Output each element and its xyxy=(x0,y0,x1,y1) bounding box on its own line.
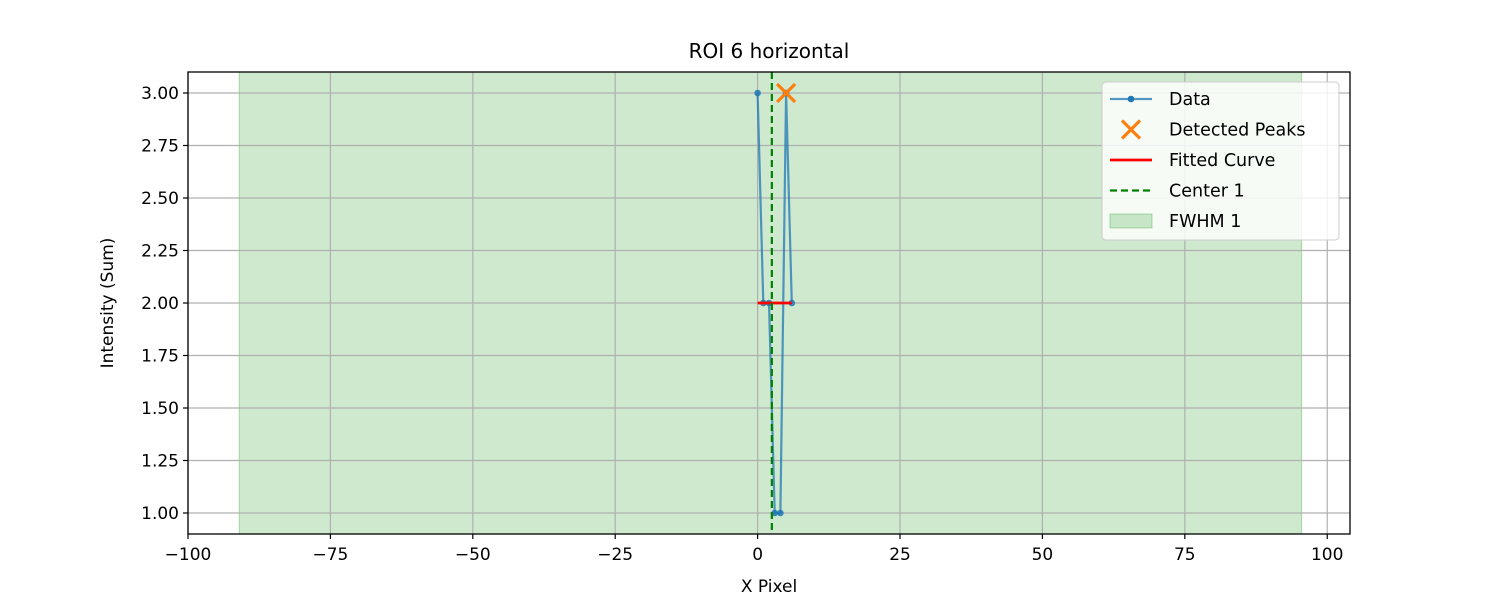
legend-item: Center 1 xyxy=(1110,182,1245,202)
y-tick-label: 1.00 xyxy=(141,504,179,524)
legend-item: Data xyxy=(1110,90,1211,110)
x-tick-label: 100 xyxy=(1311,545,1343,565)
y-tick-label: 2.25 xyxy=(141,242,179,262)
data-point xyxy=(777,509,784,517)
y-tick-label: 2.50 xyxy=(141,189,179,209)
x-tick-label: −25 xyxy=(597,545,633,565)
legend-box xyxy=(1101,81,1340,241)
x-tick-label: −50 xyxy=(455,545,491,565)
legend-label: Detected Peaks xyxy=(1169,121,1305,141)
legend-item: Detected Peaks xyxy=(1120,119,1305,141)
ticks-layer: −100 −75 −50 −25 0 25 50 75 100 1.00 1.25 1.50 1.75 2… xyxy=(141,84,1343,565)
y-axis-title: Intensity (Sum) xyxy=(98,238,118,369)
y-tick-label: 1.75 xyxy=(141,347,179,367)
y-tick-label: 1.50 xyxy=(141,399,179,419)
legend-label: Fitted Curve xyxy=(1169,151,1275,171)
legend-item: Fitted Curve xyxy=(1110,151,1275,171)
legend-label: FWHM 1 xyxy=(1169,212,1241,232)
x-tick-label: 50 xyxy=(1032,545,1054,565)
series-layer xyxy=(754,72,797,534)
legend-swatch-data-marker xyxy=(1127,95,1135,103)
x-axis-title: X Pixel xyxy=(741,577,797,597)
legend-swatch-fwhm xyxy=(1109,213,1153,229)
legend: Data Detected Peaks Fitted Curve Center 1 FW… xyxy=(1101,81,1340,241)
x-tick-label: 75 xyxy=(1174,545,1196,565)
x-tick-label: −75 xyxy=(312,545,348,565)
data-point xyxy=(771,509,778,517)
data-point xyxy=(754,89,761,97)
y-tick-label: 3.00 xyxy=(141,84,179,104)
detected-peak-marker xyxy=(775,82,797,104)
legend-label: Center 1 xyxy=(1169,182,1245,202)
legend-label: Data xyxy=(1169,90,1211,110)
peak-x-stroke xyxy=(775,82,797,104)
y-tick-label: 2.75 xyxy=(141,137,179,157)
legend-swatch-peak xyxy=(1120,119,1142,140)
y-tick-label: 1.25 xyxy=(141,452,179,472)
x-tick-label: 0 xyxy=(752,545,763,565)
x-tick-label: −100 xyxy=(165,545,212,565)
x-tick-label: 25 xyxy=(889,545,911,565)
y-tick-label: 2.00 xyxy=(141,294,179,314)
legend-item: FWHM 1 xyxy=(1109,212,1241,232)
chart-title: ROI 6 horizontal xyxy=(689,39,850,63)
